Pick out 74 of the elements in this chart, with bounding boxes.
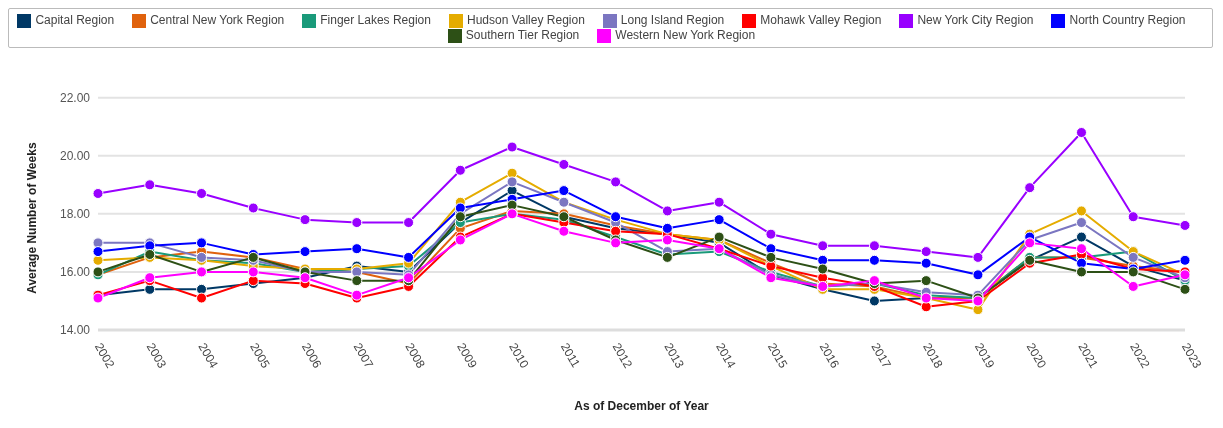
legend-label: Mohawk Valley Region	[760, 13, 882, 27]
point	[1024, 182, 1036, 194]
point	[817, 254, 829, 266]
legend-label: Hudson Valley Region	[466, 13, 585, 27]
point	[661, 234, 673, 246]
point	[92, 188, 104, 199]
point	[920, 257, 932, 269]
point	[196, 237, 208, 249]
point	[196, 292, 208, 304]
point	[1179, 283, 1191, 295]
point	[610, 176, 622, 188]
point	[868, 295, 880, 307]
point	[765, 228, 777, 240]
point	[299, 246, 311, 258]
point	[558, 185, 570, 197]
point	[558, 225, 570, 237]
point	[351, 243, 363, 255]
y-axis-title: Average Number of Weeks	[25, 142, 40, 294]
legend-label: Western New York Region	[615, 27, 756, 42]
legend-label: Central New York Region	[150, 13, 285, 27]
point	[817, 263, 829, 275]
y-tick-label: 22.00	[59, 90, 91, 105]
legend-label: Long Island Region	[620, 13, 725, 27]
point	[868, 254, 880, 266]
point	[1127, 251, 1139, 263]
point	[1075, 266, 1087, 278]
point	[1127, 280, 1139, 292]
point	[403, 217, 415, 229]
point	[1075, 243, 1087, 255]
point	[403, 251, 415, 263]
x-axis-title: As of December of Year	[574, 399, 710, 413]
point	[454, 164, 466, 176]
point	[920, 246, 932, 258]
point	[299, 214, 311, 226]
point	[1075, 127, 1087, 139]
y-tick-label: 16.00	[59, 265, 91, 280]
legend-label: New York City Region	[917, 13, 1034, 27]
point	[92, 246, 104, 258]
point	[920, 275, 932, 287]
y-tick-label: 14.00	[59, 323, 91, 338]
point	[506, 141, 518, 153]
point	[558, 158, 570, 170]
point	[1075, 217, 1087, 229]
point	[713, 196, 725, 208]
point	[817, 240, 829, 252]
legend-label: Finger Lakes Region	[320, 13, 431, 27]
legend-label: North Country Region	[1069, 13, 1186, 27]
point	[196, 188, 208, 199]
legend-label: Southern Tier Region	[465, 27, 580, 42]
point	[972, 269, 984, 281]
legend-label: Capital Region	[35, 13, 115, 27]
point	[920, 301, 932, 313]
point	[1179, 219, 1191, 231]
point	[196, 283, 208, 295]
point	[868, 240, 880, 252]
point	[1127, 211, 1139, 223]
point	[972, 251, 984, 263]
point	[1075, 257, 1087, 269]
point	[351, 275, 363, 287]
point	[713, 214, 725, 226]
point	[247, 266, 259, 278]
point	[506, 176, 518, 188]
y-tick-label: 18.00	[59, 207, 91, 222]
point	[1075, 205, 1087, 217]
point	[765, 251, 777, 263]
point	[661, 205, 673, 217]
point	[972, 304, 984, 316]
point	[351, 217, 363, 229]
y-tick-label: 20.00	[59, 149, 91, 163]
point	[1075, 231, 1087, 243]
point	[144, 179, 156, 191]
point	[661, 222, 673, 234]
point	[247, 202, 259, 214]
point	[1179, 254, 1191, 266]
